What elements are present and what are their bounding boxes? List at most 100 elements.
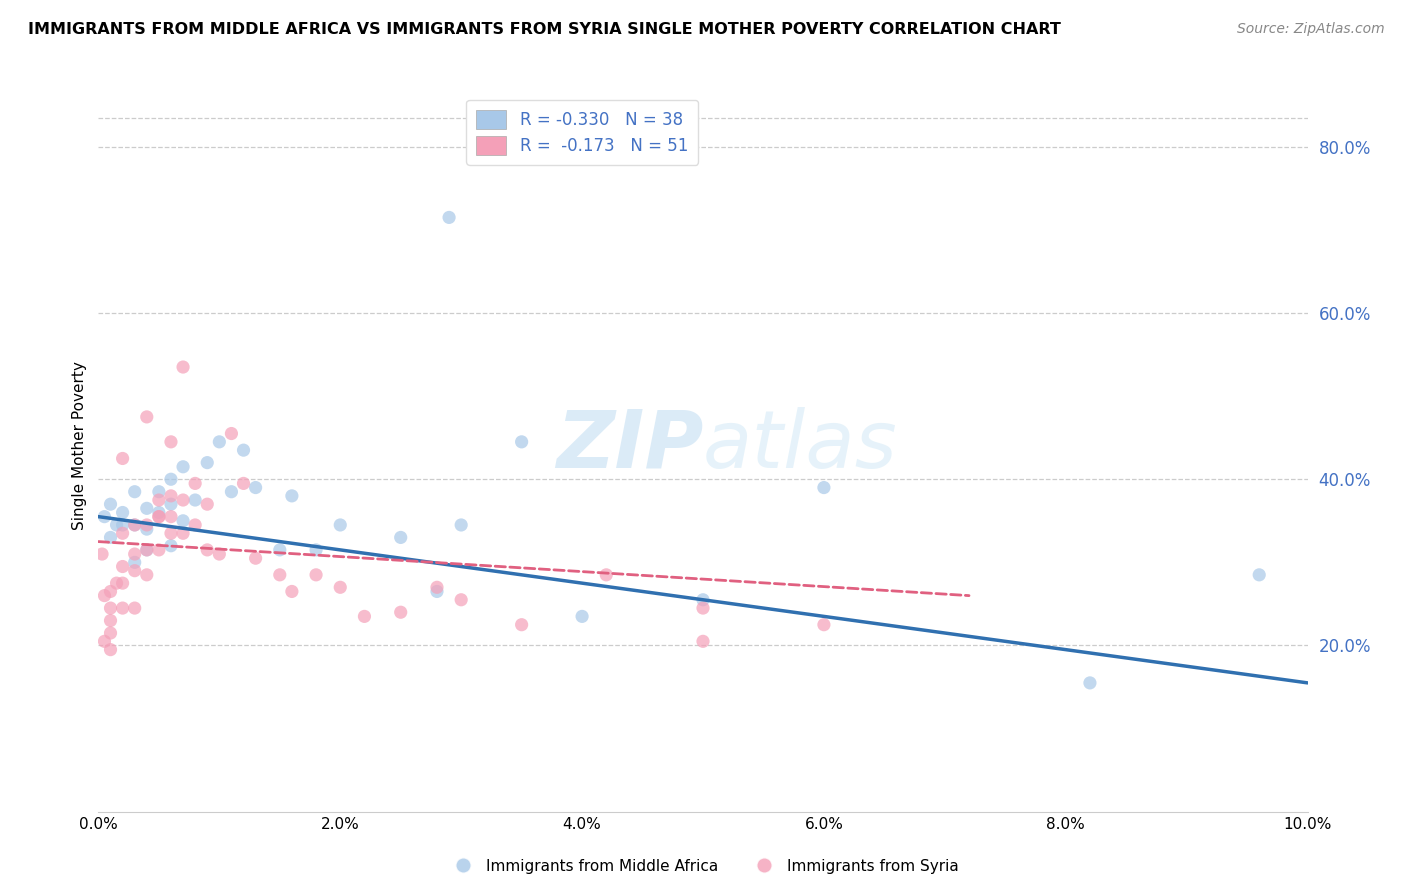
Legend: R = -0.330   N = 38, R =  -0.173   N = 51: R = -0.330 N = 38, R = -0.173 N = 51 xyxy=(467,100,697,165)
Point xyxy=(195,456,218,470)
Point xyxy=(813,481,835,495)
Point xyxy=(195,497,218,511)
Text: ZIP: ZIP xyxy=(555,407,703,485)
Point xyxy=(105,576,128,591)
Point xyxy=(389,605,412,619)
Point xyxy=(1249,567,1271,582)
Point xyxy=(232,443,254,458)
Point xyxy=(160,539,183,553)
Point xyxy=(208,434,231,449)
Point xyxy=(111,518,134,533)
Point xyxy=(305,542,328,557)
Point xyxy=(1078,676,1101,690)
Point xyxy=(124,555,146,569)
Point xyxy=(148,493,170,508)
Point xyxy=(692,601,714,615)
Point xyxy=(232,476,254,491)
Point xyxy=(135,542,157,557)
Point xyxy=(124,564,146,578)
Point xyxy=(93,589,115,603)
Point xyxy=(124,601,146,615)
Point xyxy=(221,484,243,499)
Y-axis label: Single Mother Poverty: Single Mother Poverty xyxy=(72,361,87,531)
Point xyxy=(135,409,157,424)
Text: atlas: atlas xyxy=(703,407,898,485)
Point xyxy=(135,567,157,582)
Point xyxy=(184,493,207,508)
Point xyxy=(111,506,134,520)
Text: Source: ZipAtlas.com: Source: ZipAtlas.com xyxy=(1237,22,1385,37)
Point xyxy=(329,518,352,533)
Point xyxy=(813,617,835,632)
Point xyxy=(100,642,122,657)
Point xyxy=(160,489,183,503)
Point xyxy=(692,592,714,607)
Point xyxy=(124,484,146,499)
Point xyxy=(389,530,412,544)
Point xyxy=(208,547,231,561)
Point xyxy=(269,542,291,557)
Point xyxy=(100,601,122,615)
Point xyxy=(148,484,170,499)
Point xyxy=(221,426,243,441)
Point xyxy=(160,472,183,486)
Point xyxy=(93,634,115,648)
Point xyxy=(595,567,617,582)
Point xyxy=(148,542,170,557)
Point xyxy=(105,518,128,533)
Point xyxy=(135,522,157,536)
Point xyxy=(450,518,472,533)
Point xyxy=(111,526,134,541)
Point xyxy=(245,481,267,495)
Point xyxy=(148,509,170,524)
Point xyxy=(135,501,157,516)
Point xyxy=(195,542,218,557)
Point xyxy=(510,617,533,632)
Point xyxy=(305,567,328,582)
Point xyxy=(172,514,194,528)
Point xyxy=(329,580,352,594)
Point xyxy=(184,476,207,491)
Point xyxy=(571,609,593,624)
Point xyxy=(437,211,460,225)
Point xyxy=(148,506,170,520)
Point xyxy=(172,359,194,374)
Point xyxy=(100,530,122,544)
Point xyxy=(281,584,304,599)
Point xyxy=(124,518,146,533)
Point xyxy=(510,434,533,449)
Point xyxy=(124,547,146,561)
Point xyxy=(160,526,183,541)
Point xyxy=(100,626,122,640)
Point xyxy=(91,547,114,561)
Point xyxy=(100,497,122,511)
Point xyxy=(124,518,146,533)
Point xyxy=(135,542,157,557)
Point xyxy=(426,580,449,594)
Point xyxy=(172,493,194,508)
Point xyxy=(245,551,267,566)
Point xyxy=(269,567,291,582)
Point xyxy=(100,614,122,628)
Point xyxy=(160,434,183,449)
Point xyxy=(184,518,207,533)
Point xyxy=(281,489,304,503)
Point xyxy=(93,509,115,524)
Point xyxy=(111,451,134,466)
Point xyxy=(100,584,122,599)
Point xyxy=(160,497,183,511)
Point xyxy=(111,601,134,615)
Point xyxy=(111,576,134,591)
Point xyxy=(160,509,183,524)
Point xyxy=(135,518,157,533)
Point xyxy=(692,634,714,648)
Point xyxy=(148,509,170,524)
Point xyxy=(353,609,375,624)
Point xyxy=(426,584,449,599)
Point xyxy=(111,559,134,574)
Legend: Immigrants from Middle Africa, Immigrants from Syria: Immigrants from Middle Africa, Immigrant… xyxy=(441,853,965,880)
Point xyxy=(172,526,194,541)
Point xyxy=(172,459,194,474)
Point xyxy=(450,592,472,607)
Text: IMMIGRANTS FROM MIDDLE AFRICA VS IMMIGRANTS FROM SYRIA SINGLE MOTHER POVERTY COR: IMMIGRANTS FROM MIDDLE AFRICA VS IMMIGRA… xyxy=(28,22,1062,37)
